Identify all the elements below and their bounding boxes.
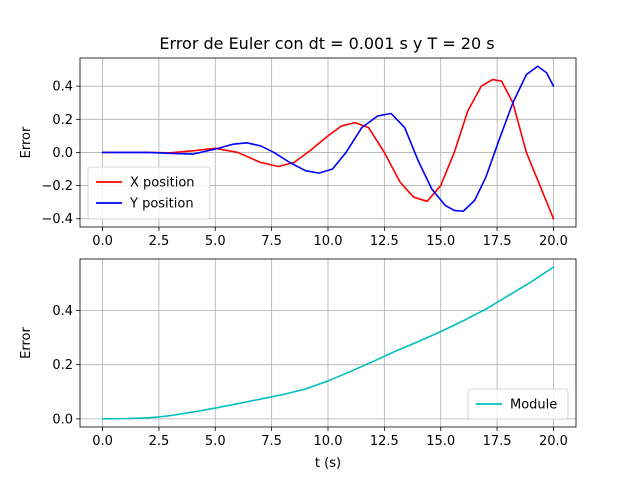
bottom-y-tick-label-0: 0.0 — [52, 412, 73, 427]
top-legend-box — [87, 166, 211, 220]
bottom-legend-label-module: Module — [510, 398, 557, 413]
top-x-tick-label-7: 17.5 — [483, 234, 512, 249]
bottom-x-tick-label-7: 17.5 — [483, 434, 512, 449]
top-y-tick-label-3: 0.2 — [52, 113, 73, 128]
bottom-legend-box — [467, 388, 569, 420]
top-x-tick-label-3: 7.5 — [261, 234, 282, 249]
bottom-chart-panel: 0.0 2.5 5.0 7.5 10.0 12.5 15.0 17.5 20.0 0.0 0.2 0.… — [19, 258, 577, 471]
bottom-x-tick-label-3: 7.5 — [261, 434, 282, 449]
top-x-tick-label-6: 15.0 — [426, 234, 455, 249]
top-y-tick-label-4: 0.4 — [52, 80, 73, 95]
top-series-line-y-position — [101, 65, 555, 213]
bottom-x-tick-label-1: 2.5 — [149, 434, 170, 449]
top-y-tick-label-1: −0.2 — [41, 179, 73, 194]
top-x-tick-label-1: 2.5 — [149, 234, 170, 249]
top-y-tick-label-2: 0.0 — [52, 146, 73, 161]
top-x-tick-label-8: 20.0 — [539, 234, 568, 249]
bottom-x-tick-label-0: 0.0 — [92, 434, 113, 449]
top-chart-panel: 0.0 2.5 5.0 7.5 10.0 12.5 15.0 17.5 20.0 −0.4 −0.2… — [19, 57, 577, 249]
top-legend-label-y-position: Y position — [129, 197, 194, 212]
bottom-x-tick-label-5: 12.5 — [370, 434, 399, 449]
top-legend-label-x-position: X position — [130, 176, 195, 191]
top-series-line-x-position — [101, 78, 555, 220]
bottom-series-line-module — [101, 266, 555, 420]
bottom-x-tick-label-8: 20.0 — [539, 434, 568, 449]
bottom-legend: Module — [467, 388, 569, 420]
bottom-y-axis-label: Error — [19, 327, 34, 359]
bottom-y-tick-label-2: 0.4 — [52, 304, 73, 319]
top-x-tick-label-2: 5.0 — [205, 234, 226, 249]
top-x-tick-label-5: 12.5 — [370, 234, 399, 249]
top-legend: X position Y position — [87, 166, 211, 220]
bottom-x-tick-label-2: 5.0 — [205, 434, 226, 449]
chart-title: Error de Euler con dt = 0.001 s y T = 20… — [159, 34, 494, 53]
top-y-tick-label-0: −0.4 — [41, 212, 73, 227]
bottom-x-tick-label-6: 15.0 — [426, 434, 455, 449]
top-y-axis-label: Error — [19, 126, 34, 158]
bottom-y-tick-label-1: 0.2 — [52, 358, 73, 373]
top-x-tick-label-0: 0.0 — [92, 234, 113, 249]
bottom-x-tick-label-4: 10.0 — [314, 434, 343, 449]
bottom-x-axis-label: t (s) — [315, 456, 341, 471]
top-x-tick-label-4: 10.0 — [314, 234, 343, 249]
